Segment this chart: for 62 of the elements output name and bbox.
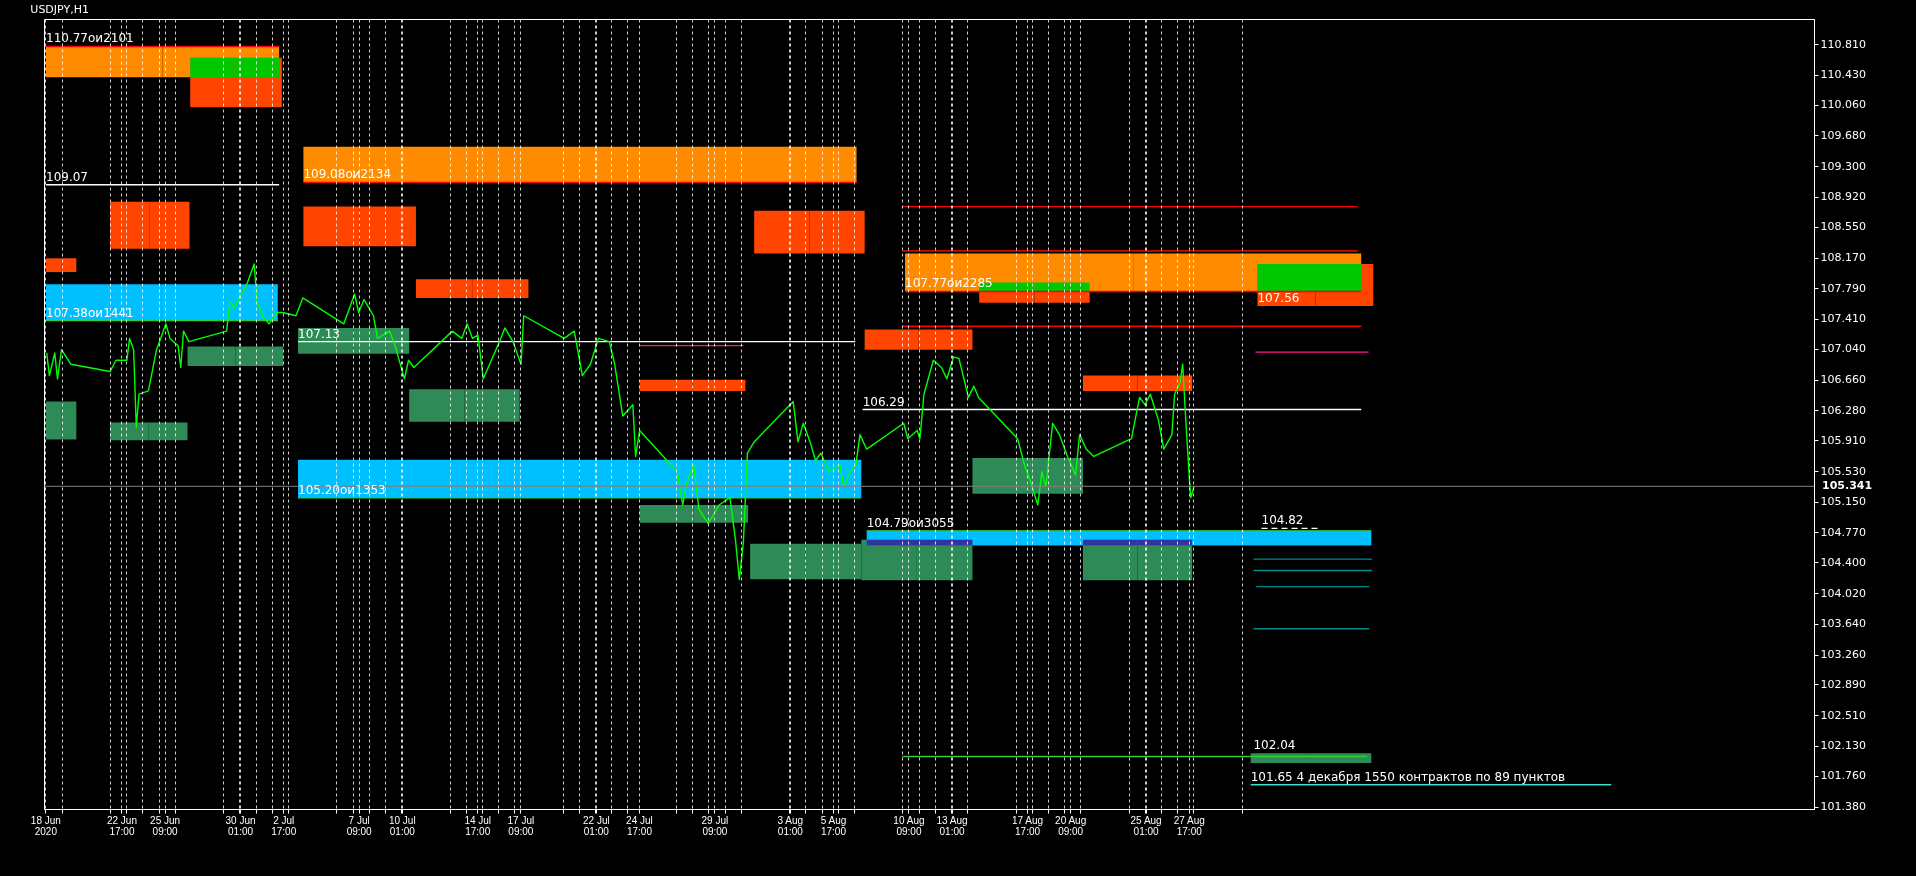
y-tick-label: 108.550 bbox=[1820, 220, 1866, 234]
y-tick-label: 103.640 bbox=[1820, 617, 1866, 631]
x-tick-label: 14 Jul 17:00 bbox=[464, 814, 492, 837]
y-tick-label: 105.150 bbox=[1820, 495, 1866, 509]
y-tick-label: 110.060 bbox=[1820, 98, 1866, 112]
y-tick-label: 102.890 bbox=[1820, 677, 1866, 691]
x-tick-label: 29 Jul 09:00 bbox=[701, 814, 729, 837]
x-tick-label: 24 Jul 17:00 bbox=[626, 814, 653, 837]
x-tick-label: 2 Jul 17:00 bbox=[271, 814, 297, 837]
annotation: 106.29 bbox=[862, 394, 905, 409]
y-tick-label: 107.410 bbox=[1820, 312, 1866, 326]
y-tick-label: 105.910 bbox=[1820, 433, 1866, 447]
y-tick-label: 101.380 bbox=[1820, 800, 1866, 814]
x-tick-label: 18 Jun 2020 bbox=[30, 814, 61, 837]
y-tick-label: 102.130 bbox=[1820, 739, 1866, 753]
y-tick-label: 108.170 bbox=[1820, 251, 1866, 265]
x-tick-label: 25 Aug 01:00 bbox=[1130, 814, 1162, 837]
y-tick-label: 103.260 bbox=[1820, 648, 1866, 662]
annotation: 107.13 bbox=[298, 326, 341, 341]
chart-title: USDJPY,H1 bbox=[30, 3, 89, 16]
x-tick-label: 5 Aug 17:00 bbox=[820, 814, 847, 837]
annotation: 107.38ои1441 bbox=[46, 305, 134, 320]
y-tick-label: 109.300 bbox=[1820, 159, 1866, 173]
y-tick-label: 109.680 bbox=[1820, 128, 1866, 142]
annotation: 107.56 bbox=[1257, 291, 1300, 306]
x-tick-label: 3 Aug 01:00 bbox=[777, 814, 804, 837]
x-tick-label: 22 Jun 17:00 bbox=[106, 814, 137, 837]
annotation: 101.65 4 декабря 1550 контрактов по 89 пунктов bbox=[1250, 769, 1566, 784]
ref-line-label: 105.341 bbox=[1822, 479, 1873, 493]
x-tick-label: 13 Aug 01:00 bbox=[936, 814, 968, 837]
x-tick-label: 22 Jul 01:00 bbox=[582, 814, 610, 837]
y-tick-label: 105.530 bbox=[1820, 464, 1866, 478]
y-tick-label: 102.510 bbox=[1820, 708, 1866, 722]
x-tick-label: 25 Jun 09:00 bbox=[150, 814, 181, 837]
annotation: 107.77ои2285 bbox=[905, 276, 993, 291]
y-tick-label: 110.430 bbox=[1820, 68, 1866, 82]
x-tick-label: 17 Aug 17:00 bbox=[1011, 814, 1044, 837]
annotation: 105.20ои1353 bbox=[298, 482, 386, 497]
x-tick-label: 7 Jul 09:00 bbox=[346, 814, 373, 837]
x-tick-label: 27 Aug 17:00 bbox=[1173, 814, 1205, 837]
annotation: 109.07 bbox=[46, 169, 89, 184]
y-tick-label: 106.280 bbox=[1820, 403, 1866, 417]
y-tick-label: 108.920 bbox=[1820, 190, 1866, 204]
y-tick-label: 107.790 bbox=[1820, 281, 1866, 295]
x-tick-label: 10 Jul 01:00 bbox=[388, 814, 416, 837]
annotation: 109.08ои2134 bbox=[303, 167, 392, 182]
y-tick-label: 104.400 bbox=[1820, 555, 1866, 569]
annotation: 110.77ои2101 bbox=[46, 31, 134, 46]
x-tick-label: 10 Aug 09:00 bbox=[893, 814, 925, 837]
y-tick-label: 107.040 bbox=[1820, 342, 1866, 356]
line-series bbox=[46, 263, 1195, 581]
x-tick-label: 20 Aug 09:00 bbox=[1055, 814, 1087, 837]
y-tick-label: 101.760 bbox=[1820, 769, 1866, 783]
annotation: 104.79ои3055 bbox=[866, 515, 955, 530]
x-tick-label: 17 Jul 09:00 bbox=[507, 814, 535, 837]
y-tick-label: 104.020 bbox=[1820, 586, 1866, 600]
x-tick-label: 30 Jun 01:00 bbox=[225, 814, 256, 837]
annotation: 102.04 bbox=[1253, 738, 1296, 753]
y-tick-label: 104.770 bbox=[1820, 525, 1866, 539]
annotation: 104.82 bbox=[1261, 513, 1304, 528]
y-tick-label: 106.660 bbox=[1820, 373, 1866, 387]
y-tick-label: 110.810 bbox=[1820, 37, 1866, 51]
